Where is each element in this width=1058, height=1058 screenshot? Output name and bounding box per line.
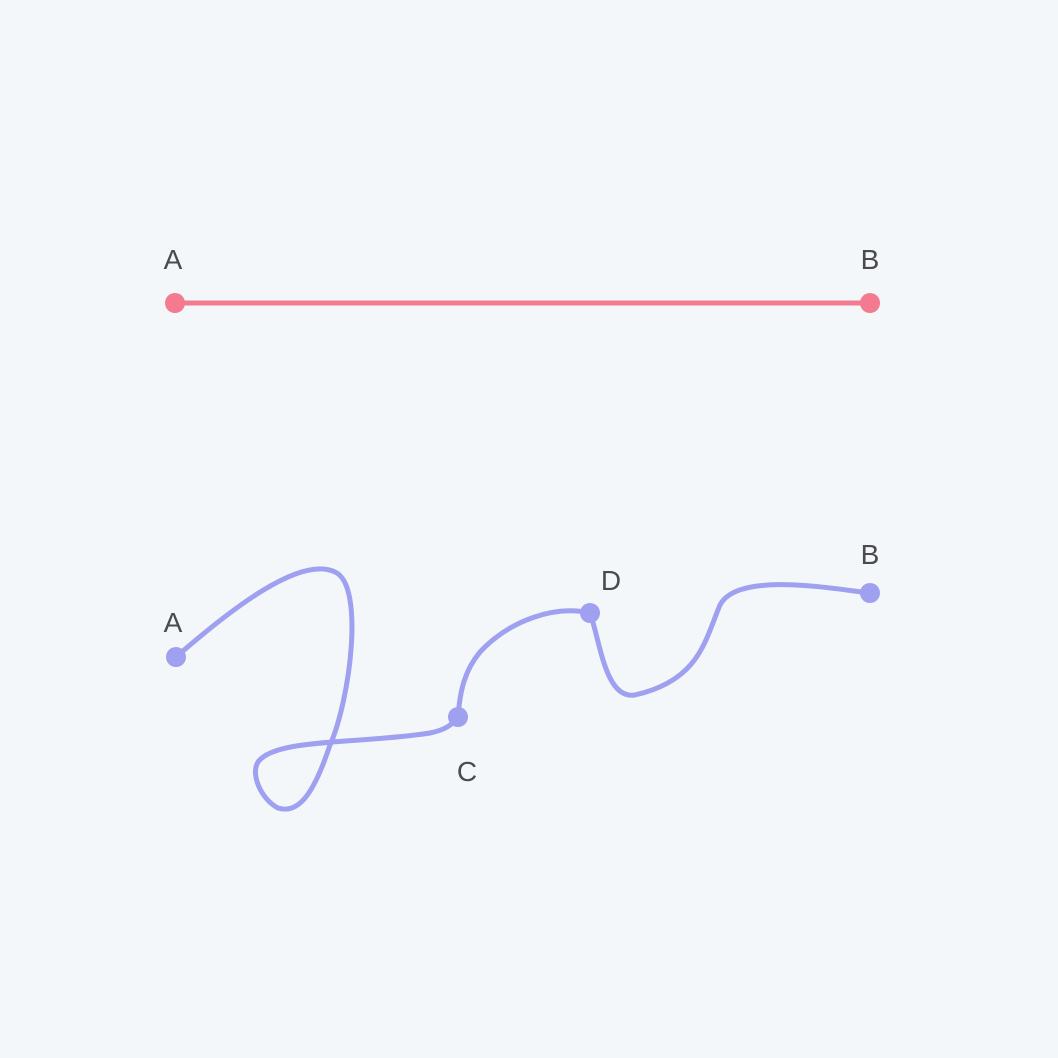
curved-path-start-label: A <box>164 607 183 638</box>
curved-path-line <box>173 566 873 812</box>
straight-path-group: A B <box>164 244 880 313</box>
curved-path-waypoint-d-label: D <box>601 565 621 596</box>
straight-path-end-point <box>860 293 880 313</box>
curved-path-end-point <box>860 583 880 603</box>
curved-path-end-label: B <box>861 539 880 570</box>
straight-path-start-label: A <box>164 244 183 275</box>
curved-path-waypoint-c <box>448 707 468 727</box>
curved-path-waypoint-d <box>580 603 600 623</box>
straight-path-start-point <box>165 293 185 313</box>
curved-path-group: A C D B <box>164 539 880 812</box>
curved-path-waypoint-c-label: C <box>457 756 477 787</box>
straight-path-end-label: B <box>861 244 880 275</box>
curved-path-start-point <box>166 647 186 667</box>
